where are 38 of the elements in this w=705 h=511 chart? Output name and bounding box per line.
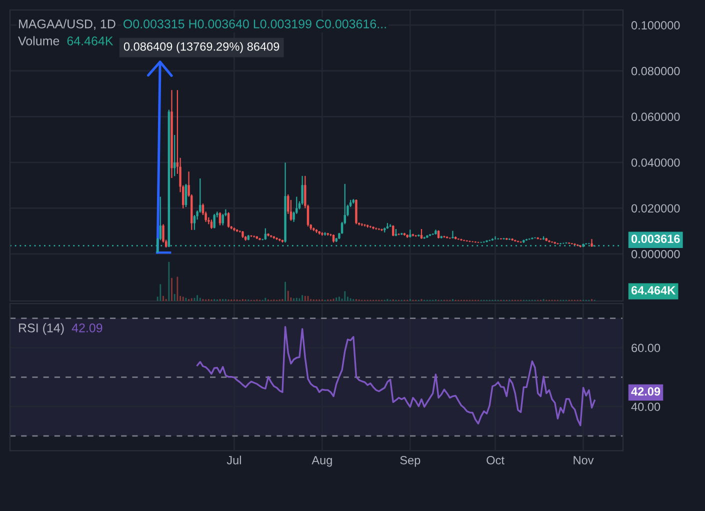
y-tick-label: 0.000000 <box>631 250 680 258</box>
x-tick-label: Aug <box>312 456 332 467</box>
x-tick-label: Nov <box>574 456 594 464</box>
y-tick-label: 60.00 <box>632 344 660 352</box>
annotation: 0.086409 (13769.29%) 86409 <box>124 42 280 54</box>
candlestick <box>162 224 164 244</box>
x-tick-label: Sep <box>400 456 420 467</box>
y-tick-label: 40.00 <box>631 402 660 411</box>
chart-title: Volume <box>18 36 60 46</box>
candlestick <box>227 212 230 228</box>
text: 64.464K <box>631 286 676 294</box>
line-series <box>196 326 596 426</box>
candlestick <box>193 214 196 230</box>
candlestick <box>213 213 216 229</box>
y-tick-label: 0.100000 <box>631 21 680 30</box>
candlestick <box>222 213 224 226</box>
candlestick <box>264 228 267 240</box>
candlestick <box>452 230 454 239</box>
candlestick <box>210 219 213 230</box>
candlestick <box>364 224 366 228</box>
candlestick <box>420 228 423 240</box>
annotation: 42.09 <box>72 324 102 332</box>
y-tick-label: 0.060000 <box>631 112 680 122</box>
y-tick-label: 0.040000 <box>631 158 680 167</box>
candlestick <box>355 198 358 225</box>
ref-line-label: 0.003616 <box>631 234 680 244</box>
x-tick-label: Oct <box>486 456 504 464</box>
text: 42.09 <box>631 387 660 396</box>
text: 64.464K <box>67 36 114 46</box>
text: RSI (14) <box>19 323 64 335</box>
text: O0.003315 H0.003640 L0.003199 C0.003616... <box>124 20 386 28</box>
candlestick <box>301 175 304 206</box>
y-tick-label: 0.080000 <box>631 66 680 76</box>
candlestick <box>218 212 222 226</box>
candlestick <box>184 183 188 208</box>
x-tick-label: Jul <box>226 456 241 464</box>
y-tick-label: 0.020000 <box>631 204 680 213</box>
text: MAGAA/USD, 1D <box>19 19 116 30</box>
